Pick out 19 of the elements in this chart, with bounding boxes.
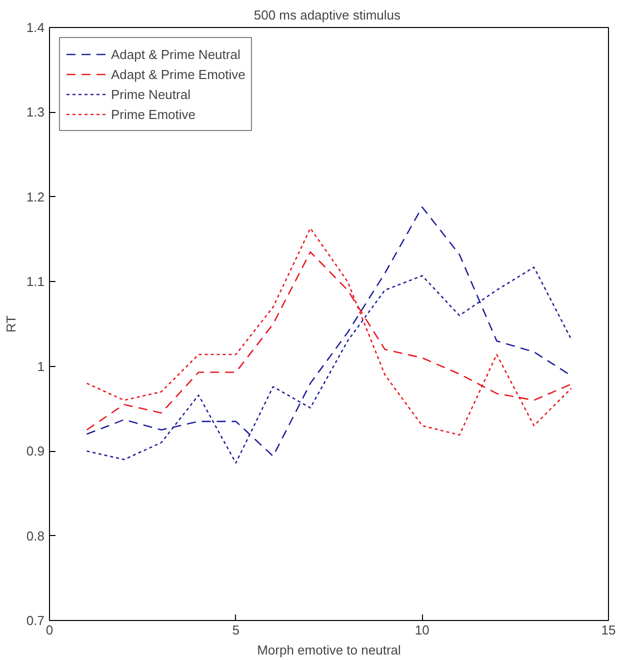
chart-title: 500 ms adaptive stimulus: [254, 8, 402, 22]
x-axis-title: Morph emotive to neutral: [257, 642, 402, 658]
x-tick-label: 5: [232, 622, 240, 638]
legend-label: Adapt & Prime Emotive: [111, 66, 246, 82]
y-tick-label: 1.3: [26, 104, 45, 120]
x-tick-label: 10: [414, 622, 430, 638]
y-tick-label: 1.2: [26, 189, 45, 204]
y-tick-label: 1.4: [26, 20, 45, 35]
legend-label: Prime Emotive: [111, 106, 196, 122]
x-tick-label: 0: [46, 622, 54, 638]
y-tick-label: 1: [37, 358, 45, 374]
x-tick-label: 15: [601, 622, 616, 638]
y-tick-label: 0.7: [26, 613, 45, 628]
y-axis-title: RT: [3, 315, 18, 333]
legend-label: Adapt & Prime Neutral: [111, 46, 240, 62]
y-tick-label: 0.8: [26, 528, 45, 544]
legend-label: Prime Neutral: [111, 86, 190, 102]
y-tick-label: 0.9: [26, 444, 45, 459]
y-tick-label: 1.1: [26, 274, 45, 290]
